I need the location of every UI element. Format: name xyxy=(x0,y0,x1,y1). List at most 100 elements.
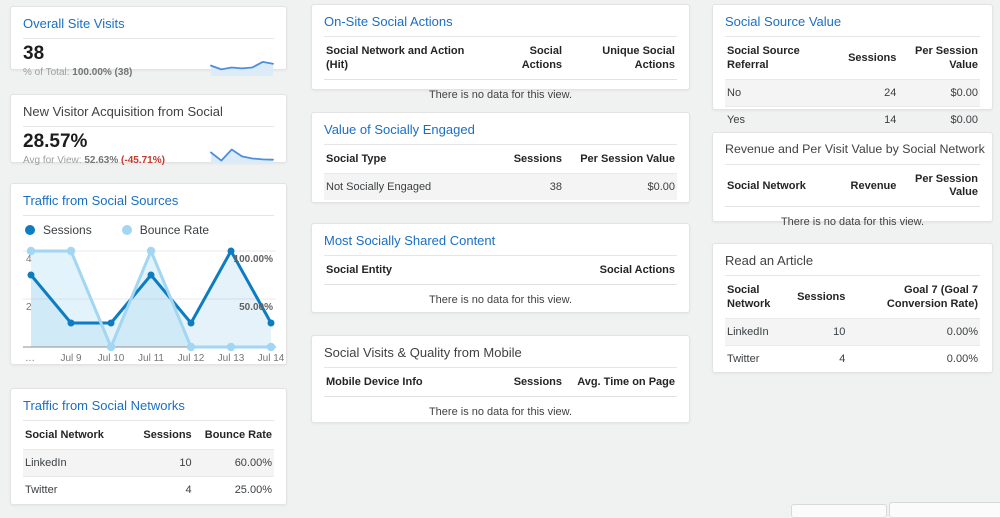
table-header-row: Social Type Sessions Per Session Value xyxy=(324,146,677,173)
title-social-source-value[interactable]: Social Source Value xyxy=(725,14,842,29)
revenue-per-visit-table: Social Network Revenue Per Session Value Th… xyxy=(725,166,980,239)
column-header: Social Source Referral xyxy=(727,45,800,72)
legend-label: Bounce Rate xyxy=(139,223,210,238)
card-value-socially-engaged: Value of Socially Engaged Social Type Ses… xyxy=(311,112,690,203)
svg-text:50.00%: 50.00% xyxy=(239,302,273,313)
table-cell: $0.00 xyxy=(898,105,980,133)
table-header-row: Social Entity Social Actions xyxy=(324,257,677,284)
table-cell: 38 xyxy=(486,173,565,201)
table-row: Yes 14 $0.00 xyxy=(725,105,980,133)
table-cell: 0.00% xyxy=(847,344,980,372)
no-data-row: There is no data for this view. xyxy=(324,78,677,111)
table-cell: $0.00 xyxy=(564,173,677,201)
title-revenue-per-visit: Revenue and Per Visit Value by Social Ne… xyxy=(725,142,985,156)
partial-button-left[interactable] xyxy=(791,504,887,518)
title-new-visitor-acquisition: New Visitor Acquisition from Social xyxy=(23,104,223,119)
card-social-source-value: Social Source Value Social Source Referr… xyxy=(712,4,993,133)
column-header: Per Session Value xyxy=(915,172,978,199)
column-header: Per Session Value xyxy=(580,153,675,166)
title-divider xyxy=(23,126,274,128)
traffic-social-networks-table: Social Network Sessions Bounce Rate LinkedI… xyxy=(23,422,274,504)
legend-item-bounce-rate: Bounce Rate xyxy=(121,223,210,238)
title-divider xyxy=(725,36,980,38)
column-header: Social Network xyxy=(727,284,771,311)
column-header: Sessions xyxy=(797,291,846,304)
metric-value: 28.57% xyxy=(23,131,88,153)
table-row: No 24 $0.00 xyxy=(725,78,980,107)
title-divider xyxy=(725,275,980,277)
bounce-rate-legend-dot-icon xyxy=(121,225,132,236)
table-cell: Twitter xyxy=(725,344,792,372)
table-header-row: Social Network Revenue Per Session Value xyxy=(725,166,980,207)
svg-text:Jul 10: Jul 10 xyxy=(98,353,125,364)
partial-button-right[interactable] xyxy=(889,502,1000,518)
title-most-socially-shared[interactable]: Most Socially Shared Content xyxy=(324,233,496,248)
table-cell: Yes xyxy=(725,105,843,133)
table-cell: Not Socially Engaged xyxy=(324,173,487,201)
column-header: Sessions xyxy=(848,52,897,65)
table-cell: No xyxy=(725,78,843,107)
on-site-social-actions-table: Social Network and Action (Hit) Social Ac… xyxy=(324,38,677,111)
column-header: Social Network xyxy=(727,179,806,192)
column-header: Sessions xyxy=(513,376,563,389)
table-header-row: Social Source Referral Sessions Per Sessio… xyxy=(725,38,980,79)
table-cell: 25.00% xyxy=(193,476,274,504)
read-an-article-table: Social Network Sessions Goal 7 (Goal 7 Con… xyxy=(725,277,980,372)
svg-text:4: 4 xyxy=(26,254,32,265)
column-header: Social Entity xyxy=(326,264,393,277)
table-cell: $0.00 xyxy=(898,78,980,107)
legend-label: Sessions xyxy=(43,223,92,238)
social-visits-mobile-table: Mobile Device Info Sessions Avg. Time on P… xyxy=(324,369,677,429)
title-value-socially-engaged[interactable]: Value of Socially Engaged xyxy=(324,122,475,137)
column-header: Unique Social Actions xyxy=(602,45,675,72)
table-cell: 0.00% xyxy=(847,317,980,346)
title-divider xyxy=(725,163,980,165)
title-divider xyxy=(23,215,274,217)
title-traffic-social-networks[interactable]: Traffic from Social Networks xyxy=(23,398,185,413)
table-cell: 4 xyxy=(791,344,848,372)
metric-subtext: % of Total: 100.00% (38) xyxy=(23,67,133,79)
table-header-row: Social Network Sessions Goal 7 (Goal 7 Con… xyxy=(725,277,980,318)
title-divider xyxy=(23,420,274,422)
card-revenue-per-visit: Revenue and Per Visit Value by Social Ne… xyxy=(712,132,993,239)
column-header: Revenue xyxy=(850,179,897,192)
traffic-timeline-chart: 4 2 100.00% 50.00% … Jul 9 Jul 10 Jul 11 Jul 12 J… xyxy=(23,247,285,364)
title-divider xyxy=(23,38,274,40)
column-header: Avg. Time on Page xyxy=(577,376,675,389)
table-header-row: Social Network Sessions Bounce Rate xyxy=(23,422,274,449)
table-cell: 10 xyxy=(791,317,848,346)
no-data-row: There is no data for this view. xyxy=(324,284,677,317)
table-cell: 60.00% xyxy=(193,449,274,477)
table-header-row: Mobile Device Info Sessions Avg. Time on P… xyxy=(324,369,677,396)
card-traffic-social-sources: Traffic from Social Sources Sessions Bou… xyxy=(10,183,287,365)
title-traffic-social-sources[interactable]: Traffic from Social Sources xyxy=(23,193,179,208)
sessions-legend-dot-icon xyxy=(25,225,35,236)
column-header: Sessions xyxy=(513,153,563,166)
legend-item-sessions: Sessions xyxy=(25,223,92,237)
table-cell: 4 xyxy=(138,476,194,504)
no-data-row: There is no data for this view. xyxy=(324,396,677,429)
column-header: Social Type xyxy=(326,153,387,166)
title-divider xyxy=(324,144,677,146)
table-cell: Twitter xyxy=(23,476,139,504)
card-read-an-article: Read an Article Social Network Sessions Go… xyxy=(712,243,993,373)
svg-text:Jul 14: Jul 14 xyxy=(258,353,285,364)
table-row: LinkedIn 10 0.00% xyxy=(725,317,980,346)
card-traffic-social-networks: Traffic from Social Networks Social Netw… xyxy=(10,388,287,505)
svg-text:100.00%: 100.00% xyxy=(234,254,274,265)
svg-text:2: 2 xyxy=(26,302,32,313)
column-header: Bounce Rate xyxy=(204,429,272,442)
chart-legend: Sessions Bounce Rate xyxy=(23,216,274,241)
title-overall-site-visits[interactable]: Overall Site Visits xyxy=(23,16,125,31)
svg-text:Jul 12: Jul 12 xyxy=(178,353,205,364)
title-on-site-social-actions[interactable]: On-Site Social Actions xyxy=(324,14,453,29)
column-header: Social Actions xyxy=(599,264,675,277)
table-row: Twitter 4 25.00% xyxy=(23,476,274,504)
column-header: Mobile Device Info xyxy=(326,376,423,389)
social-source-value-table: Social Source Referral Sessions Per Sessio… xyxy=(725,38,980,133)
metric-value: 38 xyxy=(23,43,45,65)
value-socially-engaged-table: Social Type Sessions Per Session Value Not … xyxy=(324,146,677,201)
title-divider xyxy=(324,255,677,257)
table-row: LinkedIn 10 60.00% xyxy=(23,449,274,477)
column-header: Per Session Value xyxy=(915,45,978,72)
